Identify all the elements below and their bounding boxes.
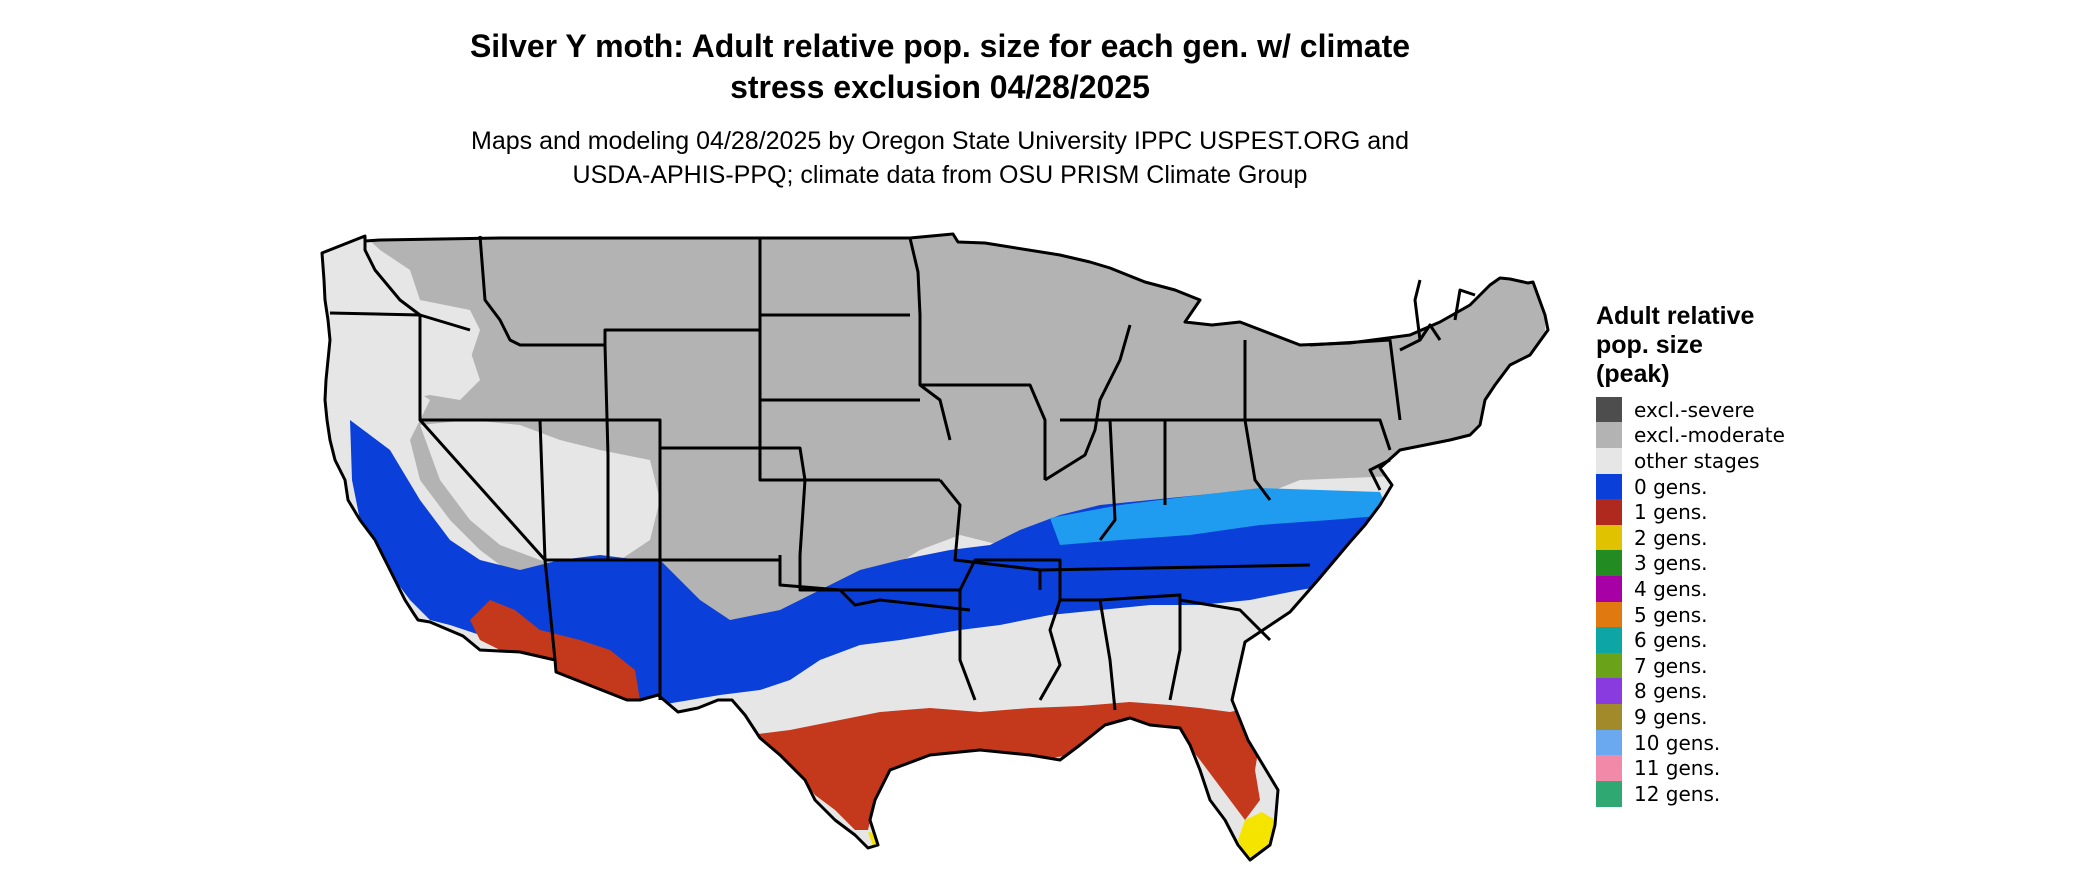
legend-swatch: [1596, 550, 1622, 577]
map-fill-layer: [322, 234, 1548, 860]
map-subtitle-line2: USDA-APHIS-PPQ; climate data from OSU PR…: [572, 161, 1308, 189]
legend-label: 6 gens.: [1634, 628, 1708, 653]
legend-swatch: [1596, 755, 1622, 782]
us-outline: [320, 232, 1550, 862]
legend-label: 1 gens.: [1634, 500, 1708, 525]
legend-label: other stages: [1634, 448, 1760, 473]
map-title-line2: stress exclusion 04/28/2025: [730, 69, 1150, 105]
legend-item: 4 gens.: [1596, 575, 1856, 602]
legend-title-line3: (peak): [1596, 360, 1670, 388]
legend-item: 6 gens.: [1596, 627, 1856, 654]
map-legend: Adult relative pop. size (peak) excl.-se…: [1596, 302, 1856, 807]
legend-items: excl.-severe excl.-moderate other stages 0 …: [1596, 396, 1856, 807]
legend-title-line1: Adult relative: [1596, 302, 1755, 330]
legend-item: excl.-severe: [1596, 396, 1856, 423]
legend-swatch: [1596, 678, 1622, 705]
legend-label: 4 gens.: [1634, 576, 1708, 601]
legend-item: 5 gens.: [1596, 601, 1856, 628]
legend-item: 7 gens.: [1596, 652, 1856, 679]
legend-swatch: [1596, 652, 1622, 679]
legend-item: 11 gens.: [1596, 755, 1856, 782]
legend-label: 7 gens.: [1634, 653, 1708, 678]
pacific-northwest-region: [322, 248, 480, 430]
legend-swatch: [1596, 499, 1622, 526]
legend-title-line2: pop. size: [1596, 331, 1703, 359]
legend-label: 3 gens.: [1634, 551, 1708, 576]
legend-swatch: [1596, 447, 1622, 474]
legend-swatch: [1596, 473, 1622, 500]
legend-swatch: [1596, 524, 1622, 551]
legend-item: 8 gens.: [1596, 678, 1856, 705]
state-borders: [320, 232, 1550, 862]
legend-item: 3 gens.: [1596, 550, 1856, 577]
legend-label: 0 gens.: [1634, 474, 1708, 499]
legend-swatch: [1596, 703, 1622, 730]
legend-item: 10 gens.: [1596, 729, 1856, 756]
legend-label: excl.-severe: [1634, 397, 1755, 422]
legend-item: excl.-moderate: [1596, 422, 1856, 449]
great-basin-region: [420, 420, 660, 570]
legend-label: 9 gens.: [1634, 704, 1708, 729]
legend-swatch: [1596, 422, 1622, 449]
legend-label: 10 gens.: [1634, 730, 1721, 755]
legend-item: 0 gens.: [1596, 473, 1856, 500]
legend-item: 1 gens.: [1596, 499, 1856, 526]
legend-label: 5 gens.: [1634, 602, 1708, 627]
legend-label: 8 gens.: [1634, 679, 1708, 704]
legend-item: 2 gens.: [1596, 524, 1856, 551]
legend-item: other stages: [1596, 447, 1856, 474]
map-subtitle-line1: Maps and modeling 04/28/2025 by Oregon S…: [471, 127, 1409, 155]
map-title-line1: Silver Y moth: Adult relative pop. size …: [469, 28, 1411, 64]
zero-gens-region: [350, 420, 1395, 705]
legend-item: 9 gens.: [1596, 703, 1856, 730]
one-gen-gulf-region: [750, 702, 1275, 830]
legend-swatch: [1596, 627, 1622, 654]
legend-swatch: [1596, 780, 1622, 807]
legend-label: 12 gens.: [1634, 781, 1721, 806]
legend-swatch: [1596, 729, 1622, 756]
legend-swatch: [1596, 601, 1622, 628]
legend-swatch: [1596, 575, 1622, 602]
legend-label: 2 gens.: [1634, 525, 1708, 550]
us-map: [320, 232, 1550, 862]
southern-other-stages-region: [740, 595, 1340, 735]
legend-swatch: [1596, 396, 1622, 423]
map-subtitle: Maps and modeling 04/28/2025 by Oregon S…: [400, 124, 1480, 192]
legend-label: excl.-moderate: [1634, 423, 1785, 448]
zero-gens-light-fringe: [1050, 488, 1390, 545]
legend-title: Adult relative pop. size (peak): [1596, 302, 1856, 389]
map-title: Silver Y moth: Adult relative pop. size …: [420, 26, 1460, 108]
legend-label: 11 gens.: [1634, 756, 1721, 781]
legend-item: 12 gens.: [1596, 780, 1856, 807]
